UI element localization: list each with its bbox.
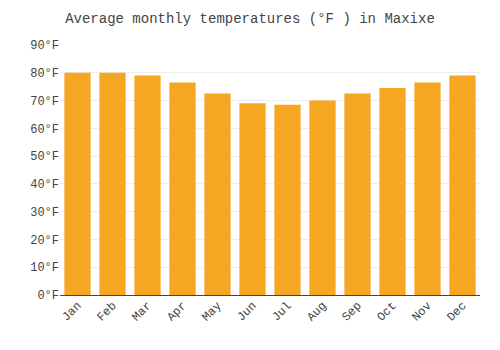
svg-text:Oct: Oct [374, 299, 399, 324]
svg-text:50°F: 50°F [30, 150, 59, 164]
svg-text:Feb: Feb [94, 299, 119, 324]
svg-text:0°F: 0°F [37, 289, 59, 303]
svg-text:Aug: Aug [304, 299, 329, 324]
svg-text:May: May [199, 299, 224, 324]
svg-text:70°F: 70°F [30, 95, 59, 109]
svg-text:10°F: 10°F [30, 261, 59, 275]
svg-text:90°F: 90°F [30, 39, 59, 53]
svg-text:Nov: Nov [409, 299, 434, 324]
svg-text:Apr: Apr [164, 299, 189, 324]
svg-text:Jul: Jul [269, 299, 294, 324]
svg-text:Jan: Jan [59, 299, 84, 324]
svg-text:30°F: 30°F [30, 206, 59, 220]
svg-text:Jun: Jun [234, 299, 259, 324]
svg-text:20°F: 20°F [30, 234, 59, 248]
svg-text:40°F: 40°F [30, 178, 59, 192]
svg-text:Sep: Sep [339, 299, 364, 324]
svg-text:Dec: Dec [444, 299, 469, 324]
svg-text:60°F: 60°F [30, 123, 59, 137]
svg-text:80°F: 80°F [30, 67, 59, 81]
svg-text:Average monthly temperatures (: Average monthly temperatures (°F ) in Ma… [65, 11, 435, 27]
svg-text:Mar: Mar [129, 299, 154, 324]
